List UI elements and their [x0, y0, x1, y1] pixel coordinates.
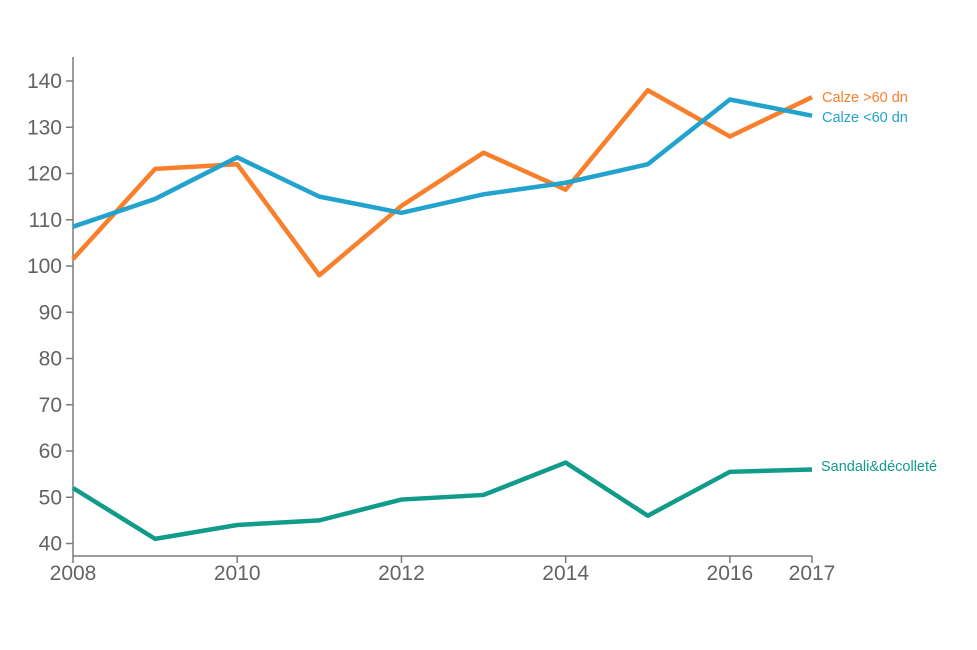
y-tick-label: 60	[39, 440, 62, 463]
x-tick-label: 2012	[378, 562, 425, 585]
y-tick-label: 130	[27, 116, 62, 139]
series-label-sandali-decollete: Sandali&décolleté	[821, 459, 938, 475]
y-tick-label: 80	[39, 348, 62, 371]
x-tick-label: 2017	[789, 562, 836, 585]
x-tick-label: 2014	[542, 562, 589, 585]
x-tick-label: 2016	[707, 562, 754, 585]
y-tick-label: 110	[29, 209, 62, 232]
series-line-2	[71, 460, 813, 542]
series-label-calze-gt-60dn: Calze >60 dn	[822, 90, 908, 106]
y-tick-label: 100	[27, 255, 62, 278]
x-tick-label: 2010	[214, 562, 261, 585]
series-line-0	[71, 88, 813, 278]
y-tick-label: 120	[27, 163, 62, 186]
series-line-1	[72, 97, 813, 229]
y-tick-label: 140	[27, 70, 62, 93]
y-tick-label: 70	[39, 394, 62, 417]
x-tick-label: 2008	[50, 562, 97, 585]
series-label-calze-lt-60dn: Calze <60 dn	[822, 110, 908, 126]
y-tick-label: 90	[39, 301, 62, 324]
y-tick-label: 40	[39, 533, 62, 556]
y-tick-label: 50	[39, 486, 62, 509]
